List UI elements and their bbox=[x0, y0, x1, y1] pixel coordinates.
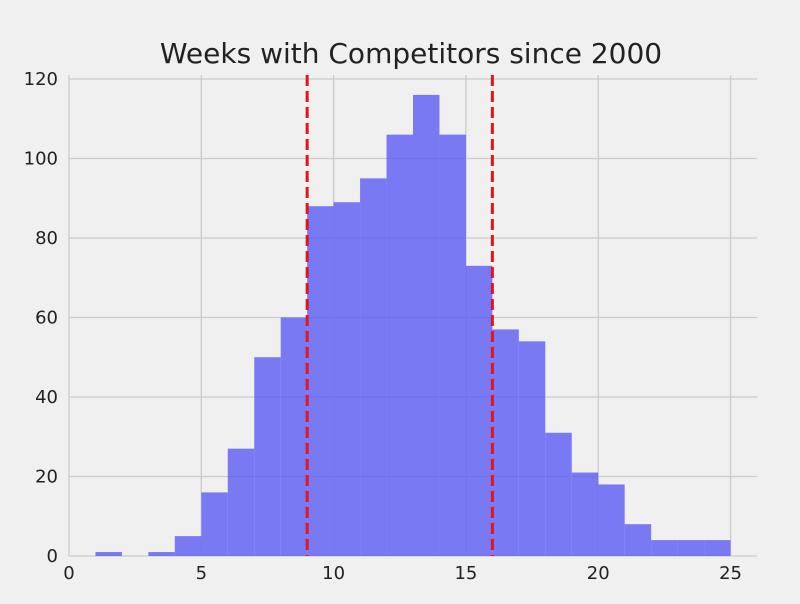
histogram-bar bbox=[201, 492, 228, 556]
histogram-bar bbox=[307, 206, 334, 556]
histogram-bar bbox=[227, 448, 255, 556]
x-tick-label: 25 bbox=[719, 563, 742, 584]
histogram-bar bbox=[465, 265, 493, 556]
y-tick-label: 40 bbox=[35, 387, 58, 408]
histogram-bar bbox=[174, 536, 202, 556]
y-tick-label: 100 bbox=[24, 148, 58, 169]
histogram-bar bbox=[360, 178, 387, 556]
y-tick-label: 80 bbox=[35, 228, 58, 249]
x-tick-label: 15 bbox=[454, 563, 477, 584]
histogram-bar bbox=[254, 357, 281, 556]
histogram-bar bbox=[704, 540, 731, 556]
y-tick-label: 20 bbox=[35, 466, 58, 487]
histogram-bar bbox=[677, 540, 705, 556]
reference-lines-layer bbox=[305, 75, 494, 556]
histogram-bar bbox=[148, 552, 175, 556]
histogram-bar bbox=[95, 552, 122, 556]
x-tick-label: 10 bbox=[322, 563, 345, 584]
x-tick-label: 0 bbox=[63, 563, 74, 584]
x-tick-label: 5 bbox=[196, 563, 207, 584]
x-tick-label: 20 bbox=[587, 563, 610, 584]
histogram-bar bbox=[624, 524, 652, 556]
y-tick-label: 60 bbox=[35, 307, 58, 328]
y-tick-label: 120 bbox=[24, 69, 58, 90]
histogram-bar bbox=[571, 472, 599, 556]
tick-labels-layer: 0 5 10 15 20 25 0 20 40 60 80 100 120 bbox=[24, 69, 742, 584]
histogram-bar bbox=[333, 202, 361, 556]
y-tick-label: 0 bbox=[47, 546, 58, 567]
histogram-bar bbox=[651, 540, 678, 556]
histogram-bar bbox=[518, 341, 546, 556]
histogram-bar bbox=[280, 317, 308, 556]
bars-layer bbox=[95, 94, 731, 556]
histogram-bar bbox=[386, 134, 413, 556]
chart-title: Weeks with Competitors since 2000 bbox=[160, 37, 662, 70]
histogram-bar bbox=[545, 432, 572, 556]
histogram-bar bbox=[598, 484, 625, 556]
histogram-bar bbox=[492, 329, 519, 556]
histogram-bar bbox=[413, 94, 440, 556]
histogram-bar bbox=[439, 134, 466, 556]
